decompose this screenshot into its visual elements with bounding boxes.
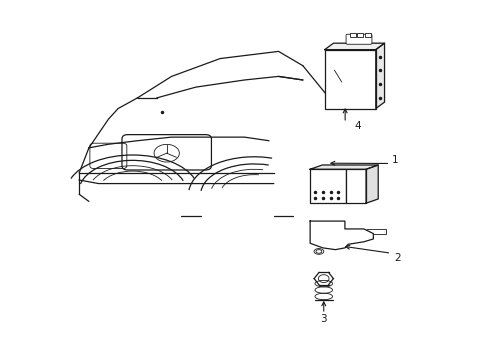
Text: 1: 1 (391, 155, 398, 165)
Text: 4: 4 (353, 121, 360, 131)
Polygon shape (375, 43, 384, 109)
Polygon shape (309, 221, 372, 249)
Bar (324, 50, 375, 109)
Bar (309, 169, 346, 203)
Bar (364, 33, 370, 37)
Text: 2: 2 (393, 252, 400, 262)
Polygon shape (309, 165, 377, 169)
Polygon shape (324, 43, 384, 50)
Text: 3: 3 (320, 314, 326, 324)
Bar (356, 33, 362, 37)
FancyBboxPatch shape (346, 34, 371, 44)
Polygon shape (366, 165, 377, 203)
Bar (346, 169, 366, 203)
Bar (349, 33, 355, 37)
